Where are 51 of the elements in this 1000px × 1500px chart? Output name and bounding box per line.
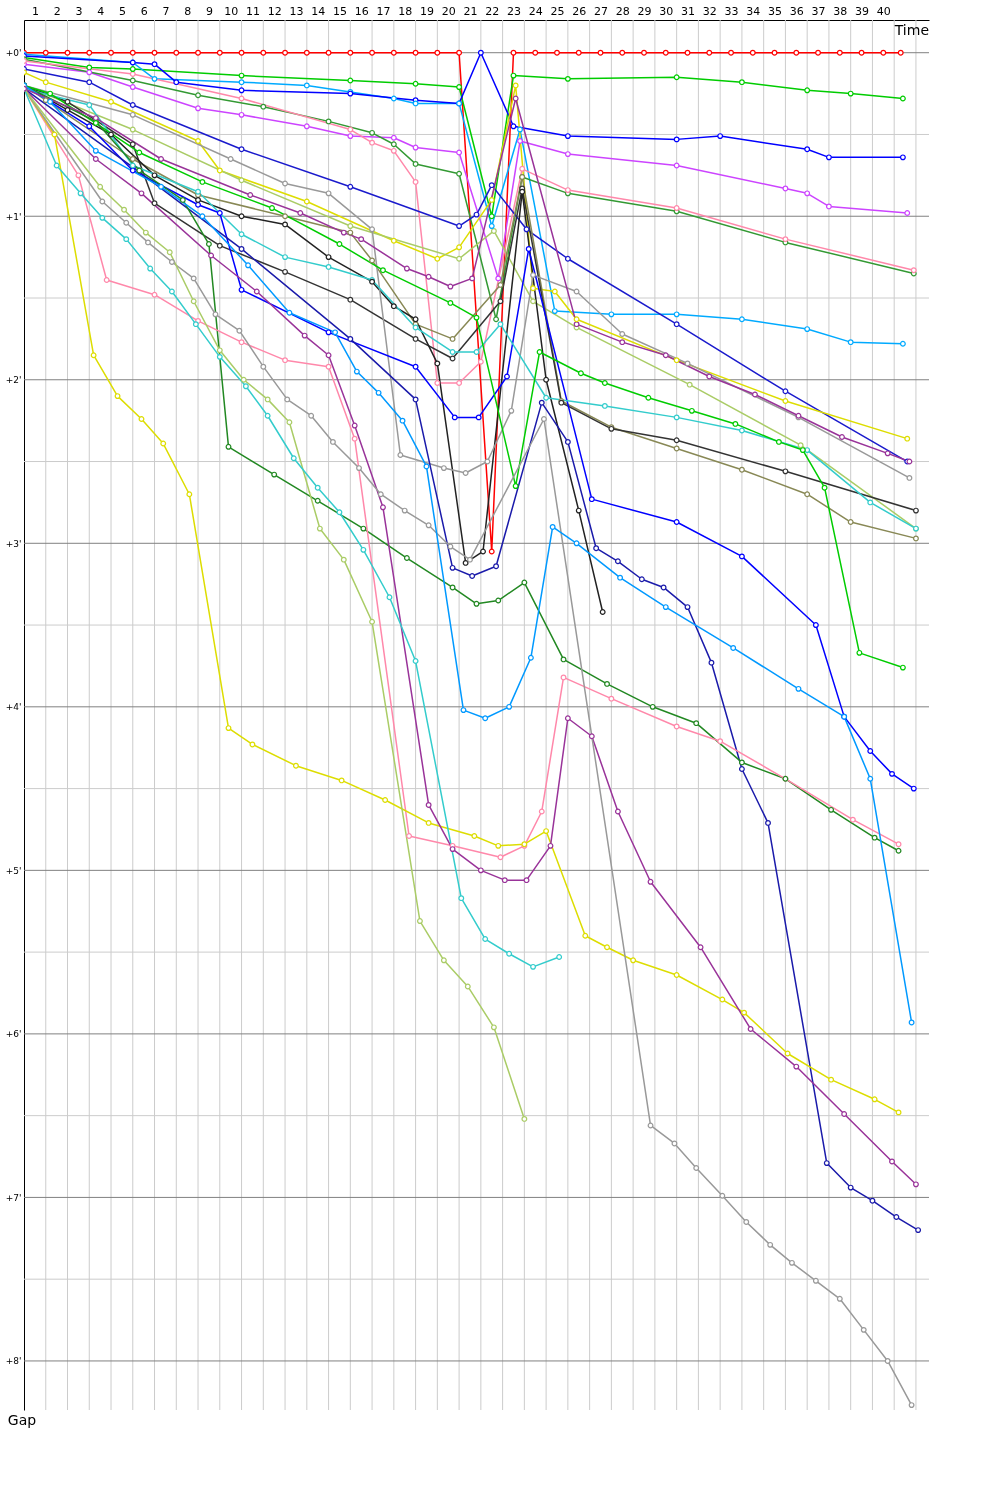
x-tick-label: 14 [311,4,326,18]
x-tick-label: 17 [376,4,391,18]
x-tick-label: 31 [681,4,696,18]
x-tick-label: 24 [528,4,543,18]
x-tick-label: 34 [746,4,761,18]
y-tick-label: +4' [5,702,22,713]
x-tick-label: 39 [855,4,870,18]
x-tick-label: 4 [97,4,105,18]
y-tick-label: +8' [5,1356,22,1367]
x-tick-label: 36 [789,4,804,18]
y-tick-label: +1' [5,211,22,222]
x-tick-label: 12 [267,4,282,18]
x-tick-label: 32 [702,4,717,18]
x-tick-label: 23 [506,4,521,18]
x-tick-label: 15 [332,4,347,18]
x-tick-label: 18 [398,4,413,18]
x-tick-label: 1 [31,4,39,18]
x-tick-label: 2 [53,4,61,18]
y-tick-label: +0' [5,48,22,59]
y-tick-label: +6' [5,1029,22,1040]
x-tick-label: 6 [140,4,148,18]
x-tick-label: 5 [118,4,126,18]
y-axis-title: Gap [7,1412,37,1428]
x-tick-label: 29 [637,4,652,18]
x-tick-label: 21 [463,4,478,18]
x-tick-label: 27 [594,4,608,18]
x-tick-label: 22 [485,4,500,18]
y-tick-label: +7' [5,1192,22,1203]
x-tick-label: 38 [833,4,848,18]
x-tick-label: 13 [289,4,304,18]
y-tick-label: +2' [5,375,22,386]
x-tick-label: 8 [184,4,192,18]
y-tick-label: +5' [5,865,22,876]
x-tick-label: 37 [811,4,826,18]
x-tick-label: 9 [205,4,213,18]
x-tick-label: 20 [441,4,456,18]
x-tick-label: 11 [245,4,260,18]
x-tick-label: 3 [75,4,83,18]
x-tick-label: 33 [724,4,739,18]
x-tick-label: 28 [615,4,630,18]
x-tick-label: 7 [162,4,170,18]
x-tick-label: 35 [768,4,783,18]
x-tick-label: 40 [876,4,891,18]
x-tick-label: 30 [659,4,674,18]
y-tick-label: +3' [5,538,22,549]
x-axis-title: Time [893,22,929,38]
x-tick-label: 19 [419,4,434,18]
x-tick-label: 26 [572,4,587,18]
x-tick-label: 25 [550,4,565,18]
x-tick-label: 16 [354,4,369,18]
x-tick-label: 10 [224,4,239,18]
